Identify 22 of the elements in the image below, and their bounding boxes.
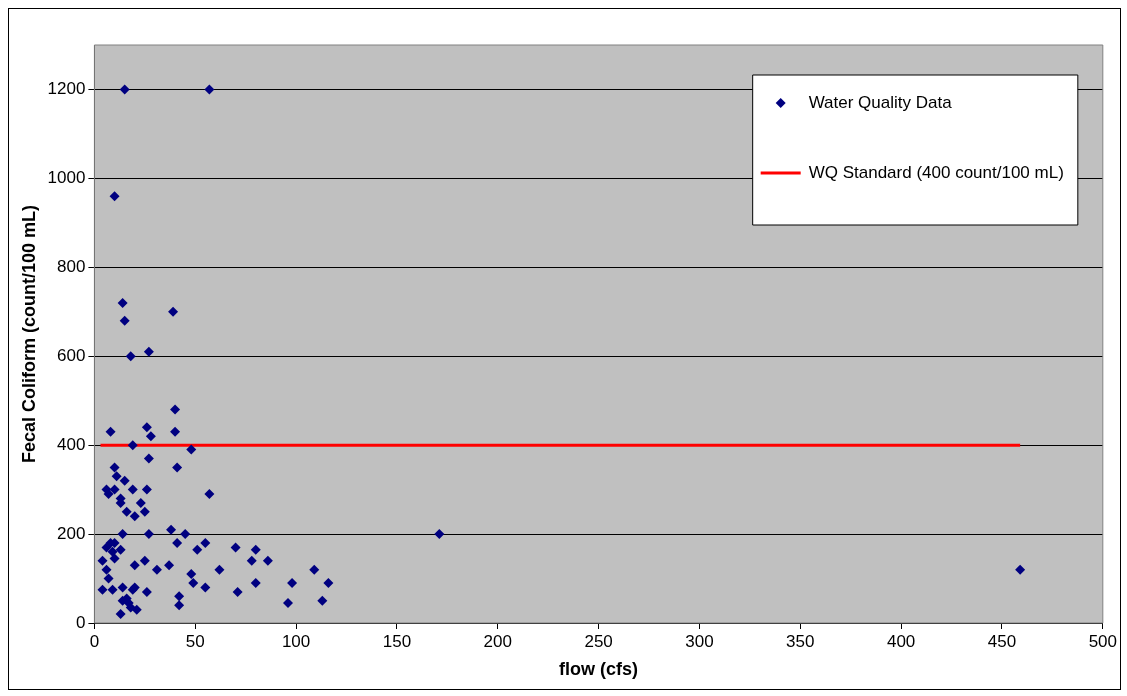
x-axis-title: flow (cfs) (559, 659, 639, 680)
legend-label: Water Quality Data (808, 92, 953, 112)
x-tick-label: 400 (886, 631, 916, 651)
x-tick-label: 450 (987, 631, 1017, 651)
y-tick-label: 0 (75, 612, 86, 632)
x-tick-label: 0 (89, 631, 100, 651)
x-tick-label: 150 (382, 631, 412, 651)
x-tick-label: 500 (1088, 631, 1118, 651)
x-tick-label: 350 (786, 631, 815, 651)
y-tick-label: 600 (57, 345, 86, 365)
y-tick-label: 1200 (47, 79, 86, 99)
legend-label: WQ Standard (400 count/100 mL) (808, 162, 1064, 182)
y-tick-label: 1000 (47, 168, 86, 188)
y-tick-label: 200 (57, 523, 86, 543)
y-tick-label: 400 (57, 434, 86, 454)
x-tick-label: 100 (281, 631, 311, 651)
y-axis-title: Fecal Coliform (count/100 mL) (18, 204, 39, 464)
x-tick-label: 300 (685, 631, 714, 651)
x-tick-label: 250 (584, 631, 613, 651)
x-tick-label: 50 (185, 631, 205, 651)
y-tick-label: 800 (57, 257, 86, 276)
x-tick-label: 200 (483, 631, 512, 651)
